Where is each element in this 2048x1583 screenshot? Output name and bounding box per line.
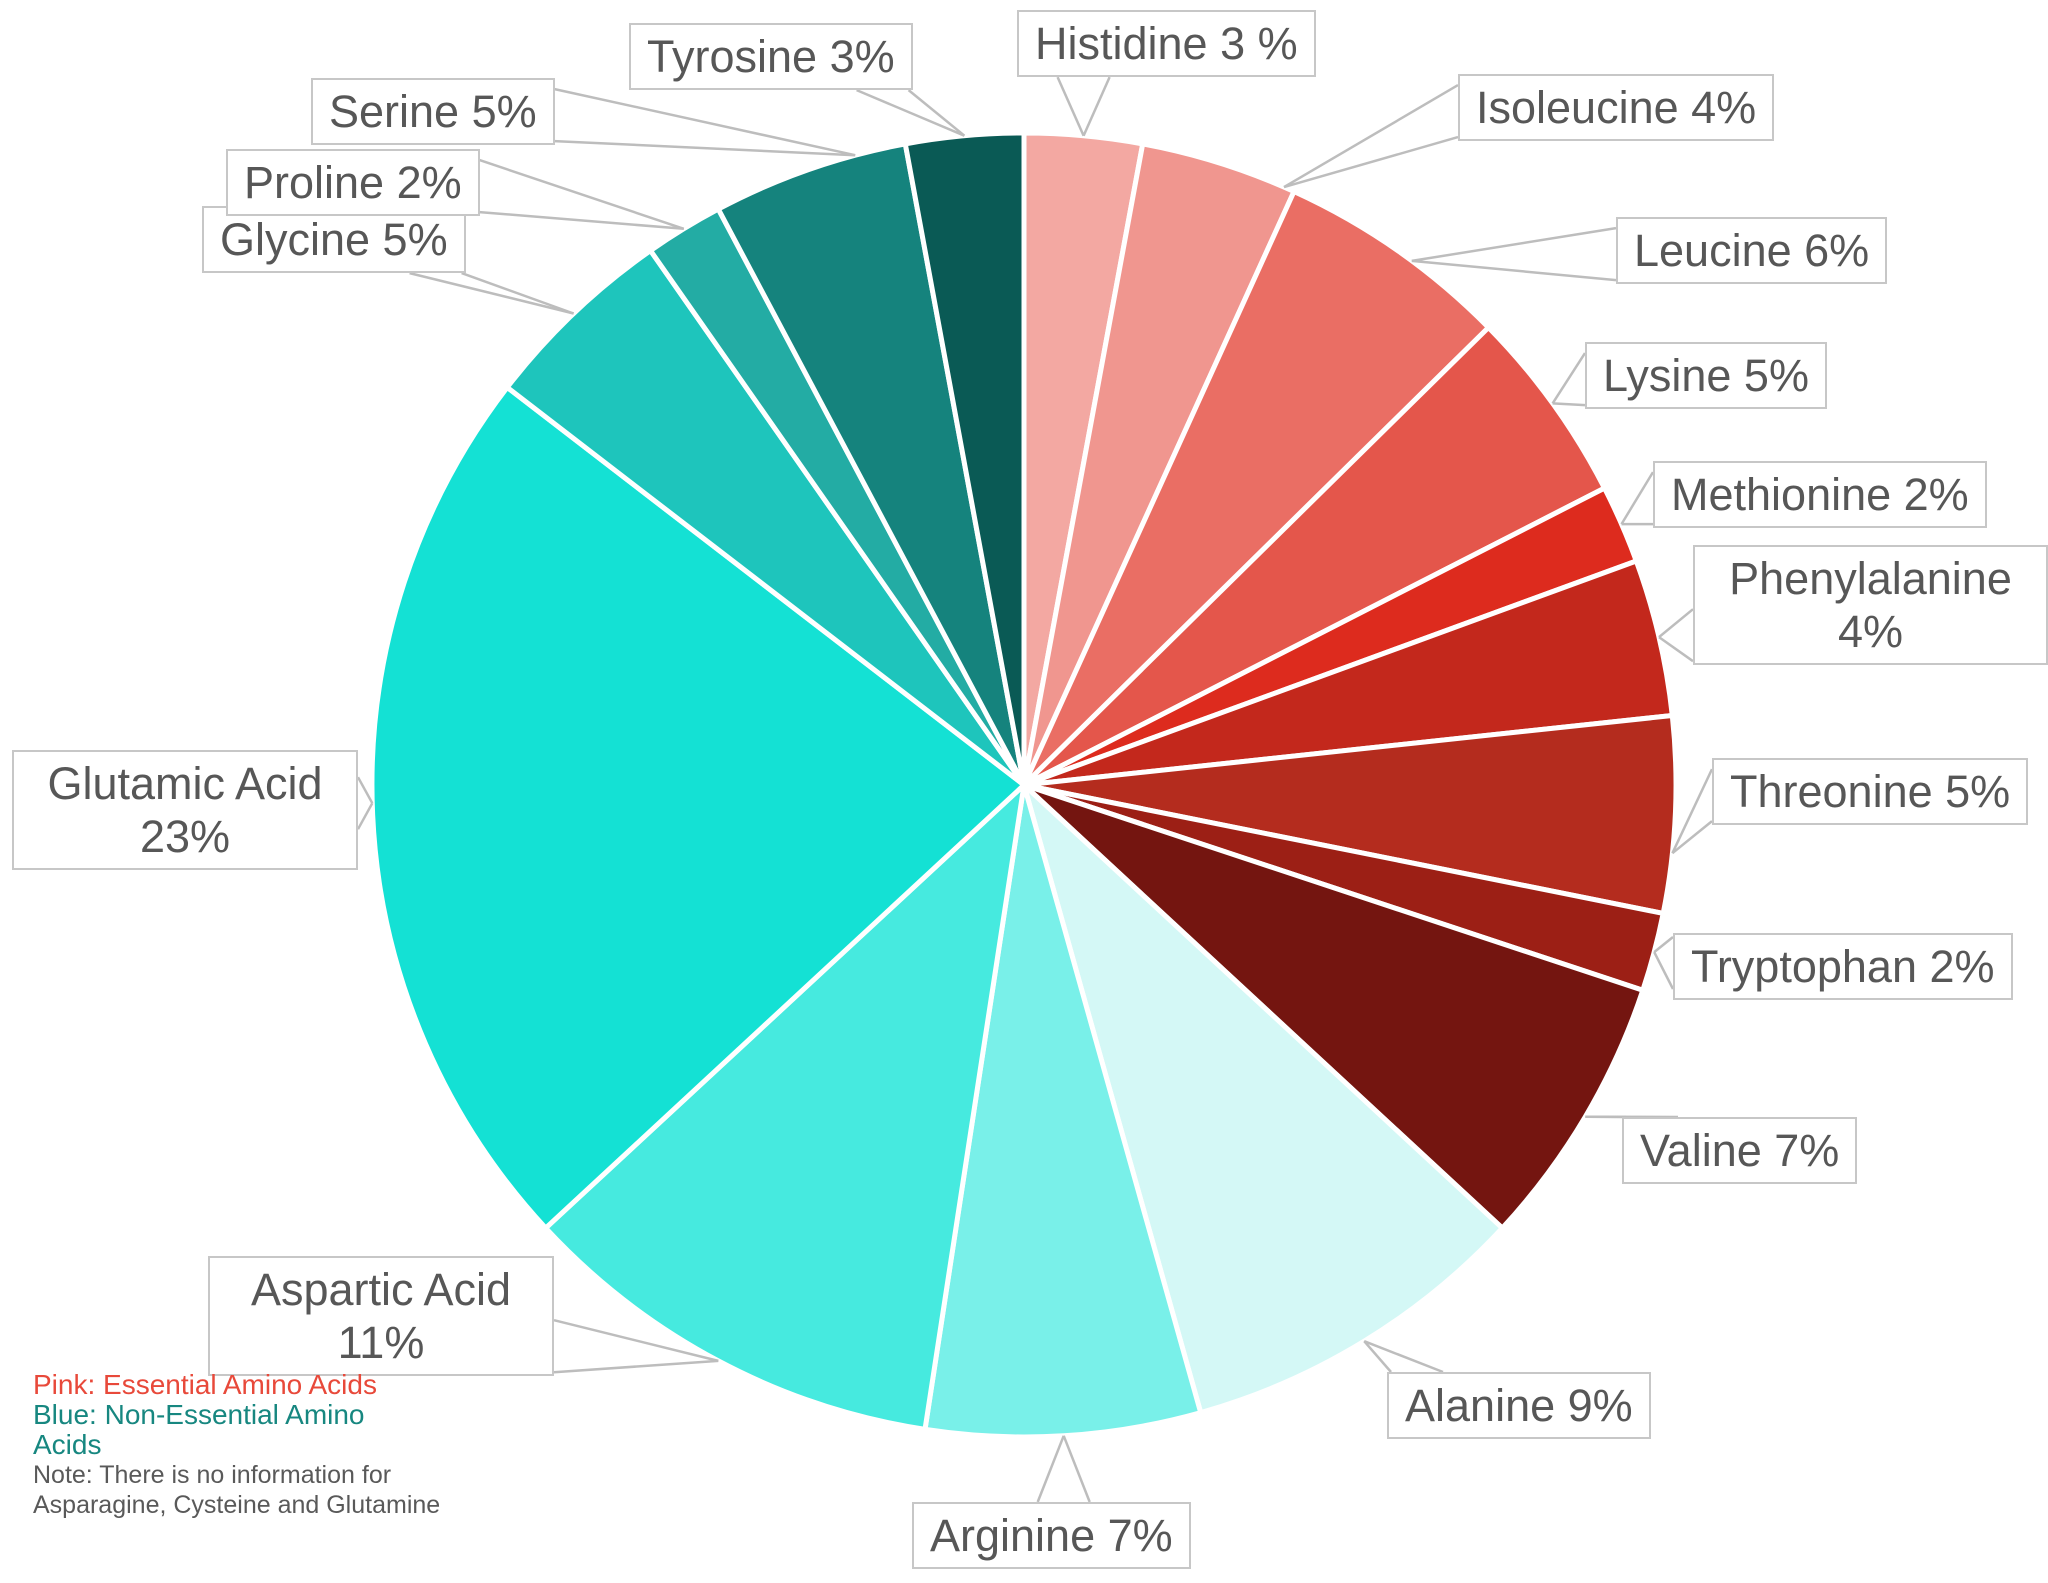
leader-line-methionine — [1620, 471, 1655, 525]
callout-aspartic-acid: Aspartic Acid 11% — [208, 1256, 554, 1377]
callout-lysine: Lysine 5% — [1585, 342, 1827, 410]
callout-histidine-label: Histidine 3 % — [1035, 18, 1298, 69]
leader-line-alanine — [1363, 1340, 1444, 1374]
leader-line-threonine — [1671, 820, 1713, 855]
pie-slice-valine — [1021, 782, 1646, 1231]
pie-slice-alanine — [1021, 782, 1505, 1416]
pie-slice-glutamic-acid — [369, 384, 1027, 1231]
legend-blue-line: Blue: Non-Essential Amino Acids — [33, 1399, 365, 1460]
leader-line-aspartic-acid — [553, 1318, 719, 1363]
pie-slice-glycine — [504, 248, 1027, 788]
callout-arginine-label: Arginine 7% — [930, 1510, 1173, 1561]
leader-line-leucine — [1411, 226, 1617, 263]
callout-proline-label: Proline 2% — [244, 157, 462, 208]
pie-slice-leucine — [1021, 189, 1491, 788]
callout-isoleucine-label: Isoleucine 4% — [1476, 82, 1757, 133]
leader-line-tryptophan — [1653, 951, 1675, 990]
callout-lysine-label: Lysine 5% — [1603, 350, 1809, 401]
leader-line-isoleucine — [1283, 84, 1459, 189]
callout-alanine: Alanine 9% — [1387, 1372, 1651, 1440]
callout-phenylalanine: Phenylalanine 4% — [1693, 545, 2048, 666]
callout-leucine-label: Leucine 6% — [1634, 225, 1870, 276]
pie-slice-tyrosine — [902, 130, 1027, 788]
callout-glycine-label: Glycine 5% — [220, 214, 448, 265]
leader-line-glutamic-acid — [356, 776, 374, 804]
callout-tryptophan: Tryptophan 2% — [1673, 933, 2013, 1001]
leader-line-lysine — [1552, 402, 1586, 407]
callout-glutamic-acid: Glutamic Acid 23% — [12, 750, 358, 871]
leader-line-glycine — [461, 271, 575, 315]
callout-tyrosine-label: Tyrosine 3% — [647, 31, 895, 82]
callout-threonine-label: Threonine 5% — [1730, 766, 2011, 817]
leader-line-proline — [479, 158, 685, 230]
callout-tryptophan-label: Tryptophan 2% — [1691, 941, 1995, 992]
callout-leucine: Leucine 6% — [1616, 217, 1888, 285]
callout-arginine: Arginine 7% — [912, 1502, 1191, 1570]
pie-slice-aspartic-acid — [543, 782, 1027, 1432]
leader-line-serine — [554, 87, 856, 157]
callout-histidine: Histidine 3 % — [1017, 10, 1316, 78]
legend-pink-line: Pink: Essential Amino Acids — [33, 1369, 377, 1400]
leader-line-arginine — [1036, 1435, 1065, 1503]
callout-valine: Valine 7% — [1622, 1117, 1858, 1185]
legend-note-line-2: Asparagine, Cysteine and Glutamine — [33, 1491, 441, 1519]
leader-line-histidine — [1082, 76, 1111, 137]
leader-line-tyrosine — [907, 89, 966, 137]
pie-slice-serine — [715, 141, 1027, 788]
leader-line-leucine — [1411, 259, 1617, 282]
leader-line-tryptophan — [1653, 936, 1674, 954]
callout-threonine: Threonine 5% — [1712, 758, 2029, 826]
callout-glutamic-acid-label: Glutamic Acid 23% — [47, 758, 323, 863]
callout-valine-label: Valine 7% — [1640, 1125, 1840, 1176]
callout-serine-label: Serine 5% — [329, 86, 537, 137]
legend: Pink: Essential Amino Acids Blue: Non-Es… — [33, 1370, 440, 1520]
pie-slice-arginine — [922, 782, 1204, 1440]
callout-proline: Proline 2% — [226, 149, 480, 217]
leader-line-lysine — [1551, 352, 1587, 405]
leader-line-proline — [479, 210, 684, 231]
leader-line-glycine — [409, 271, 574, 315]
leader-line-tyrosine — [856, 88, 965, 137]
leader-line-arginine — [1062, 1435, 1091, 1503]
callout-isoleucine: Isoleucine 4% — [1458, 74, 1775, 142]
callout-serine: Serine 5% — [311, 78, 555, 146]
leader-line-serine — [554, 139, 856, 157]
leader-line-glutamic-acid — [356, 802, 374, 830]
pie-slice-threonine — [1021, 713, 1679, 916]
callout-tyrosine: Tyrosine 3% — [629, 23, 913, 91]
callout-alanine-label: Alanine 9% — [1405, 1380, 1633, 1431]
callout-methionine: Methionine 2% — [1653, 461, 1987, 529]
leader-line-alanine — [1363, 1340, 1392, 1373]
leader-line-aspartic-acid — [553, 1359, 719, 1374]
leader-line-histidine — [1056, 76, 1085, 137]
leader-line-threonine — [1671, 768, 1714, 854]
callout-aspartic-acid-label: Aspartic Acid 11% — [250, 1264, 512, 1369]
leader-line-phenylalanine — [1658, 608, 1694, 639]
leader-line-isoleucine — [1283, 135, 1459, 189]
callout-methionine-label: Methionine 2% — [1671, 469, 1969, 520]
legend-note-line-1: Note: There is no information for — [33, 1461, 392, 1489]
callout-phenylalanine-label: Phenylalanine 4% — [1729, 553, 2012, 658]
leader-line-phenylalanine — [1658, 636, 1694, 663]
